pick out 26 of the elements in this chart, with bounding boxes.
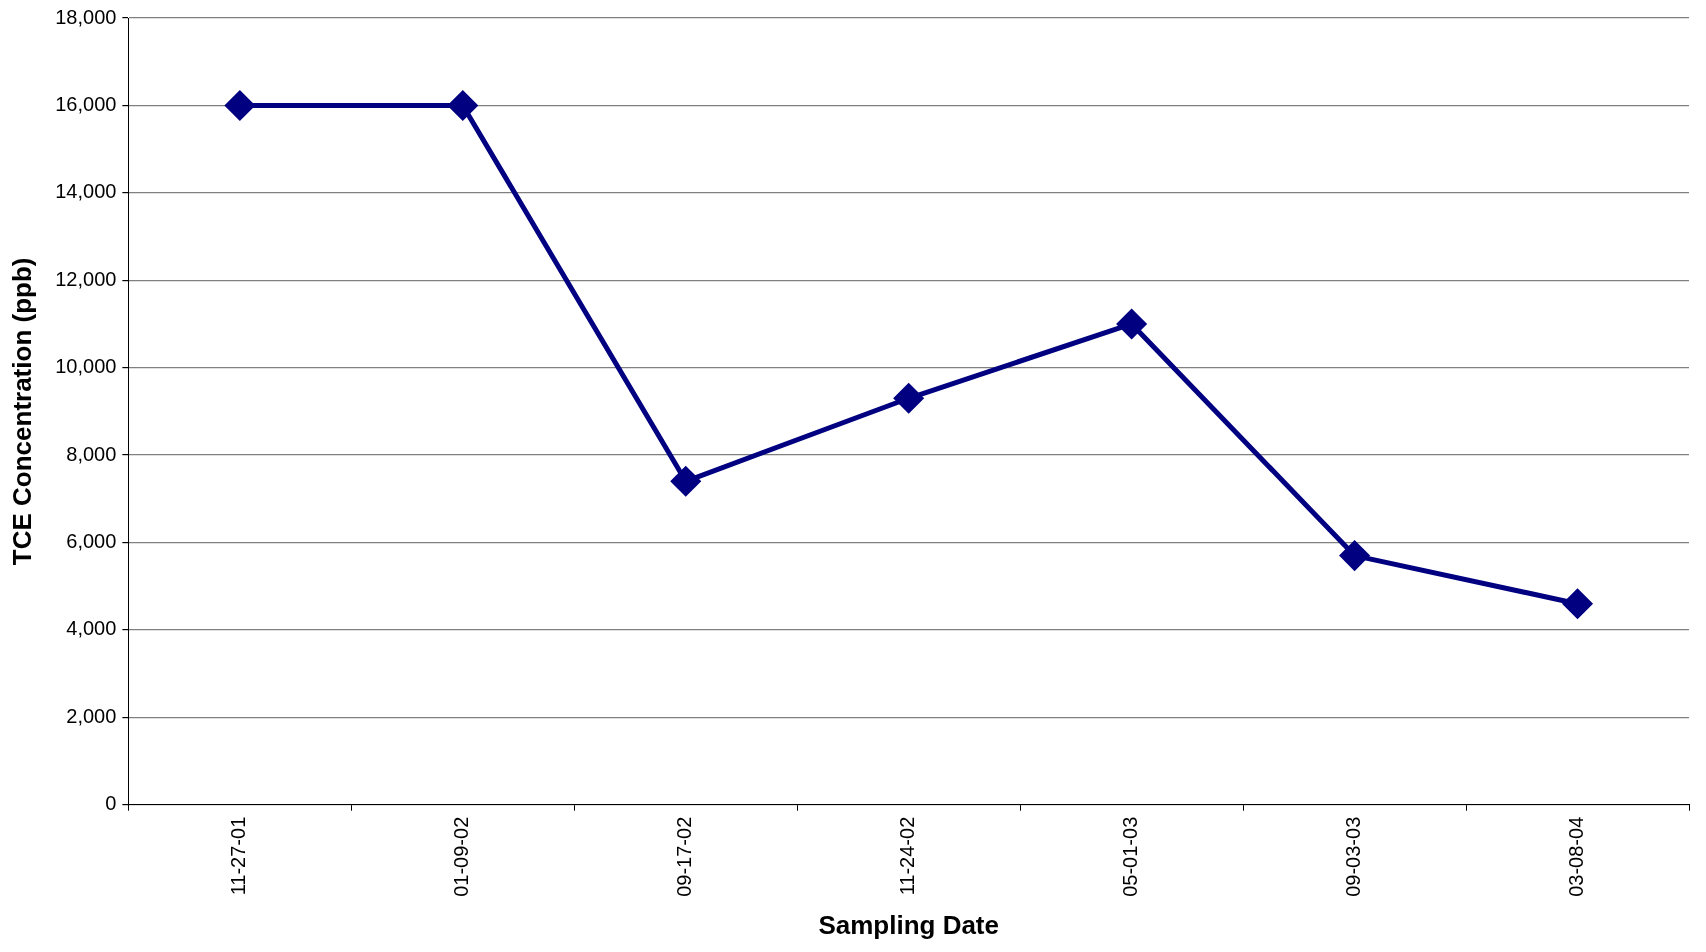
x-tick-label: 11-24-02 bbox=[896, 816, 919, 896]
y-tick-label: 0 bbox=[105, 792, 117, 815]
x-tick-label: 09-17-02 bbox=[673, 816, 696, 897]
x-tick-label: 09-03-03 bbox=[1342, 816, 1365, 897]
point bbox=[1117, 309, 1147, 339]
x-tick-label: 03-08-04 bbox=[1565, 816, 1588, 897]
x-tick-label: 11-27-01 bbox=[227, 816, 250, 896]
x-axis-title: Sampling Date bbox=[818, 909, 999, 940]
x-tick-label: 01-09-02 bbox=[450, 816, 473, 897]
y-tick-label: 8,000 bbox=[66, 442, 117, 465]
point bbox=[1563, 589, 1593, 619]
point bbox=[894, 383, 924, 413]
y-tick-label: 16,000 bbox=[55, 92, 117, 115]
y-tick-label: 14,000 bbox=[55, 180, 117, 203]
y-tick-label: 12,000 bbox=[55, 267, 117, 290]
y-axis-title: TCE Concentration (ppb) bbox=[6, 257, 37, 566]
y-tick-label: 2,000 bbox=[66, 704, 117, 727]
x-tick-label: 05-01-03 bbox=[1119, 816, 1142, 897]
y-tick-label: 4,000 bbox=[66, 617, 117, 640]
point bbox=[671, 466, 701, 496]
point bbox=[1340, 541, 1370, 571]
y-tick-label: 6,000 bbox=[66, 530, 117, 553]
y-tick-label: 18,000 bbox=[55, 5, 117, 28]
point bbox=[448, 90, 478, 120]
point bbox=[225, 90, 255, 120]
y-tick-label: 10,000 bbox=[55, 355, 117, 378]
